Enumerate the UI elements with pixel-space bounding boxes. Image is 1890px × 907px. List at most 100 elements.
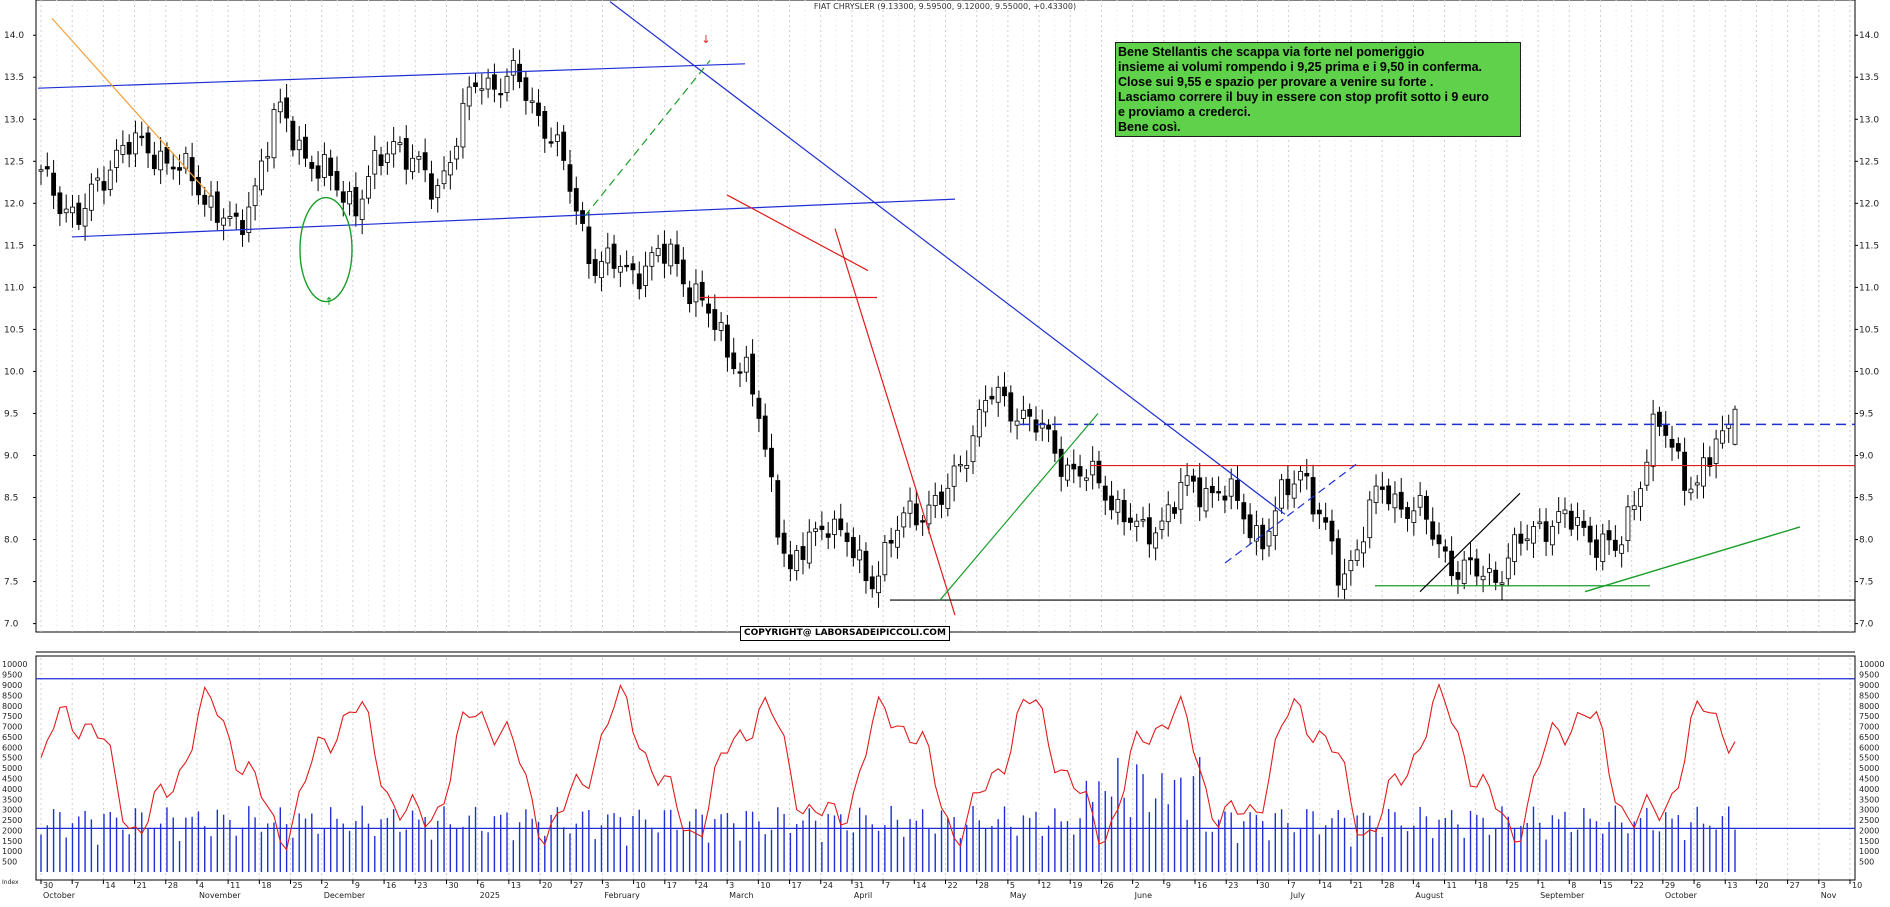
price-tick-right: 12.5	[1859, 157, 1879, 167]
x-tick-label: 28	[1384, 881, 1394, 890]
candle-body	[945, 487, 951, 509]
price-tick-left: 8.0	[4, 536, 19, 546]
candle-body	[290, 120, 296, 151]
candle-body	[523, 77, 529, 101]
candle-body	[1568, 510, 1574, 530]
candle-body	[397, 142, 403, 146]
candle-body	[605, 247, 611, 264]
candle-body	[101, 181, 107, 191]
candle-body	[1272, 510, 1278, 536]
candle-body	[170, 166, 176, 170]
candle-body	[529, 100, 535, 103]
x-tick-label: 21	[1353, 881, 1363, 890]
candle-body	[536, 102, 541, 116]
candle-body	[1235, 479, 1240, 501]
x-tick-label: 24	[823, 881, 833, 890]
x-month-label: April	[854, 891, 872, 900]
candle-body	[743, 356, 749, 373]
candle-body	[259, 160, 264, 191]
volume-tick-left: 9000	[2, 681, 22, 690]
candle-body	[643, 265, 648, 286]
candle-body	[340, 191, 346, 203]
x-month-label: March	[729, 891, 753, 900]
candle-body	[1600, 533, 1606, 562]
candle-body	[1430, 521, 1436, 540]
x-tick-label: 14	[916, 881, 926, 890]
x-month-label: May	[1010, 891, 1027, 900]
volume-tick-right: 1500	[1859, 837, 1879, 846]
volume-tick-right: 5500	[1859, 754, 1879, 763]
candle-body	[573, 188, 579, 212]
down-arrow-marker: ↓	[701, 33, 710, 46]
candle-body	[1411, 510, 1417, 523]
price-tick-right: 13.5	[1859, 73, 1879, 83]
price-tick-left: 13.0	[4, 115, 24, 125]
x-tick-label: 30	[1259, 881, 1269, 890]
candle-body	[227, 216, 233, 219]
candle-body	[466, 86, 472, 107]
candle-body	[76, 202, 82, 225]
trendline-black-aug	[1419, 492, 1521, 593]
x-tick-label: 16	[386, 881, 396, 890]
candle-body	[907, 500, 913, 514]
candle-body	[416, 155, 422, 160]
x-tick-label: 30	[448, 881, 458, 890]
price-tick-left: 7.5	[4, 578, 18, 588]
candle-body	[1436, 534, 1442, 545]
candle-body	[1499, 582, 1505, 585]
candle-body	[712, 309, 718, 330]
x-tick-label: 18	[1478, 881, 1488, 890]
candle-body	[403, 138, 409, 170]
candle-body	[422, 152, 428, 171]
candle-body	[1304, 473, 1310, 477]
candle-body	[857, 549, 863, 561]
candle-body	[82, 208, 88, 227]
candle-body	[1461, 559, 1467, 584]
price-tick-left: 9.5	[4, 409, 18, 419]
x-tick-label: 21	[137, 881, 147, 890]
candle-body	[479, 88, 485, 91]
candle-body	[1631, 505, 1637, 510]
candle-body	[1694, 482, 1700, 486]
price-tick-right: 9.5	[1859, 409, 1873, 419]
volume-tick-left: 6500	[2, 733, 22, 742]
candle-body	[1146, 517, 1152, 545]
candle-body	[277, 101, 283, 113]
volume-tick-right: 6000	[1859, 743, 1879, 752]
candle-body	[378, 154, 384, 166]
note-line: Lasciamo correre il buy in essere con st…	[1118, 90, 1489, 104]
candle-body	[1316, 509, 1322, 515]
candle-body	[1222, 495, 1228, 501]
candle-body	[1619, 544, 1625, 554]
x-tick-label: 27	[1790, 881, 1800, 890]
candle-body	[1531, 526, 1536, 544]
candle-body	[1468, 557, 1473, 561]
volume-tick-right: 2500	[1859, 816, 1879, 825]
candle-body	[1707, 457, 1713, 467]
candle-body	[347, 191, 352, 205]
candle-body	[1405, 507, 1410, 519]
candle-body	[1512, 534, 1517, 562]
candle-body	[636, 273, 642, 290]
volume-tick-left: 2000	[2, 826, 22, 835]
candle-body	[687, 287, 693, 305]
candle-body	[391, 141, 397, 155]
price-tick-right: 14.0	[1859, 31, 1879, 41]
x-month-label: Nov	[1821, 891, 1837, 900]
volume-tick-right: 9000	[1859, 681, 1879, 690]
candle-body	[1002, 386, 1007, 397]
x-tick-label: 1	[1540, 881, 1545, 890]
candle-body	[781, 532, 787, 554]
candle-body	[699, 281, 705, 301]
x-tick-label: 28	[168, 881, 178, 890]
candle-body	[126, 141, 132, 155]
x-tick-label: 3	[729, 881, 734, 890]
candle-body	[1329, 520, 1335, 542]
x-tick-label: 29	[1665, 881, 1675, 890]
candle-body	[88, 183, 94, 211]
x-tick-label: 9	[1166, 881, 1171, 890]
candle-body	[133, 132, 138, 155]
candle-body	[813, 528, 818, 532]
x-tick-label: 4	[1415, 881, 1420, 890]
volume-tick-left: 9500	[2, 671, 22, 680]
